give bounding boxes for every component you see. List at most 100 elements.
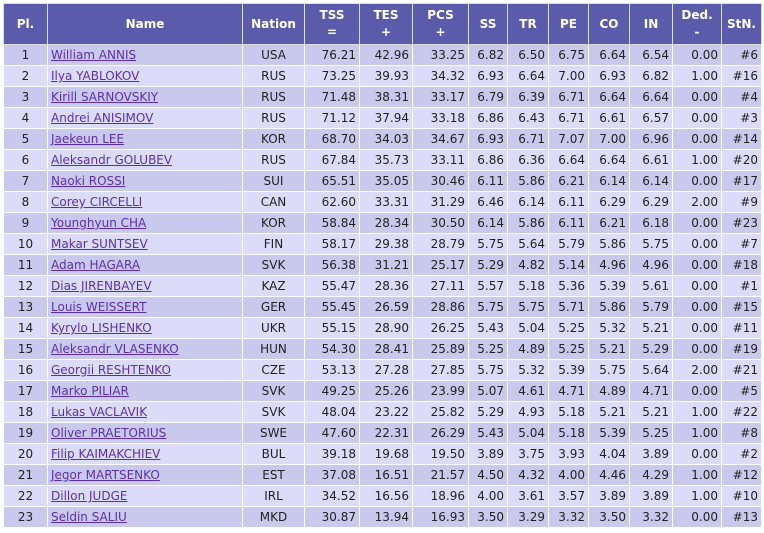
cell: 33.11: [412, 149, 469, 171]
cell: KAZ: [242, 275, 305, 297]
skater-link[interactable]: Jegor MARTSENKO: [51, 468, 160, 482]
cell: 30.87: [304, 506, 360, 528]
header-cell: Ded. -: [672, 3, 722, 45]
cell: #5: [721, 380, 762, 402]
cell: 11: [3, 254, 48, 276]
cell: 34.52: [304, 485, 360, 507]
cell: 68.70: [304, 128, 360, 150]
cell: 5.57: [468, 275, 508, 297]
cell: 42.96: [359, 44, 413, 66]
cell: 1.00: [672, 65, 722, 87]
cell: 33.25: [412, 44, 469, 66]
header-label: Nation: [251, 16, 296, 31]
skater-link[interactable]: Lukas VACLAVIK: [51, 405, 148, 419]
cell: Lukas VACLAVIK: [47, 401, 243, 423]
cell: 4.00: [468, 485, 508, 507]
cell: 3.32: [629, 506, 673, 528]
header-row: Pl. Name Nation TSS = TES + PCS + SS TR PE CO IN Ded. -…: [3, 3, 762, 45]
skater-link[interactable]: Makar SUNTSEV: [51, 237, 148, 251]
skater-link[interactable]: Adam HAGARA: [51, 258, 141, 272]
skater-link[interactable]: Aleksandr VLASENKO: [51, 342, 179, 356]
skater-link[interactable]: Ilya YABLOKOV: [51, 69, 140, 83]
skater-link[interactable]: Oliver PRAETORIUS: [51, 426, 167, 440]
skater-link[interactable]: Aleksandr GOLUBEV: [51, 153, 173, 167]
skater-link[interactable]: Dias JIRENBAYEV: [51, 279, 152, 293]
cell: 5.79: [629, 296, 673, 318]
cell: HUN: [242, 338, 305, 360]
cell: 4.96: [588, 254, 630, 276]
cell: 0.00: [672, 233, 722, 255]
header-label: Name: [125, 16, 165, 31]
cell: Adam HAGARA: [47, 254, 243, 276]
cell: 2.00: [672, 359, 722, 381]
cell: 0.00: [672, 170, 722, 192]
row: 14 Kyrylo LISHENKO UKR 55.15 28.90 26.25 5.43 5…: [3, 317, 762, 339]
cell: 34.67: [412, 128, 469, 150]
cell: 26.59: [359, 296, 413, 318]
header-cell: TR: [507, 3, 549, 45]
cell: 27.11: [412, 275, 469, 297]
cell: 6.18: [629, 212, 673, 234]
skater-link[interactable]: Younghyun CHA: [51, 216, 147, 230]
cell: 4.32: [507, 464, 549, 486]
cell: 0.00: [672, 338, 722, 360]
skater-link[interactable]: William ANNIS: [51, 48, 137, 62]
skater-link[interactable]: Naoki ROSSI: [51, 174, 126, 188]
skater-link[interactable]: Dillon JUDGE: [51, 489, 128, 503]
cell: #18: [721, 254, 762, 276]
cell: 5.64: [507, 233, 549, 255]
cell: 5.25: [548, 317, 589, 339]
cell: #13: [721, 506, 762, 528]
skater-link[interactable]: Louis WEISSERT: [51, 300, 147, 314]
cell: 5.04: [507, 317, 549, 339]
cell: 5.71: [548, 296, 589, 318]
cell: #11: [721, 317, 762, 339]
row: 15 Aleksandr VLASENKO HUN 54.30 28.41 25.89 5.…: [3, 338, 762, 360]
cell: 5.86: [588, 296, 630, 318]
cell: 4.61: [507, 380, 549, 402]
cell: 4.04: [588, 443, 630, 465]
skater-link[interactable]: Filip KAIMAKCHIEV: [51, 447, 161, 461]
row: 23 Seldin SALIU MKD 30.87 13.94 16.93 3.50 3.29…: [3, 506, 762, 528]
cell: #3: [721, 107, 762, 129]
cell: 4.82: [507, 254, 549, 276]
cell: 30.50: [412, 212, 469, 234]
cell: #23: [721, 212, 762, 234]
skater-link[interactable]: Kyrylo LISHENKO: [51, 321, 152, 335]
skater-link[interactable]: Georgii RESHTENKO: [51, 363, 171, 377]
row: 20 Filip KAIMAKCHIEV BUL 39.18 19.68 19.50 3.8…: [3, 443, 762, 465]
skater-link[interactable]: Kirill SARNOVSKIY: [51, 90, 159, 104]
cell: 3.89: [629, 485, 673, 507]
row: 5 Jaekeun LEE KOR 68.70 34.03 34.67 6.93 6.71 7.…: [3, 128, 762, 150]
cell: 6.14: [507, 191, 549, 213]
cell: #19: [721, 338, 762, 360]
header-label: TES: [373, 8, 399, 22]
row: 22 Dillon JUDGE IRL 34.52 16.56 18.96 4.00 3.61…: [3, 485, 762, 507]
cell: 6.64: [548, 149, 589, 171]
cell: 5.25: [629, 422, 673, 444]
cell: 4.96: [629, 254, 673, 276]
skater-link[interactable]: Marko PILIAR: [51, 384, 129, 398]
skater-link[interactable]: Corey CIRCELLI: [51, 195, 143, 209]
skater-link[interactable]: Jaekeun LEE: [51, 132, 125, 146]
cell: #22: [721, 401, 762, 423]
cell: 5.86: [507, 212, 549, 234]
cell: #15: [721, 296, 762, 318]
cell: Georgii RESHTENKO: [47, 359, 243, 381]
skater-link[interactable]: Andrei ANISIMOV: [51, 111, 154, 125]
header-label: CO: [599, 16, 619, 31]
cell: 5.04: [507, 422, 549, 444]
cell: 5.43: [468, 317, 508, 339]
skater-link[interactable]: Seldin SALIU: [51, 510, 127, 524]
cell: 5.29: [629, 338, 673, 360]
row: 3 Kirill SARNOVSKIY RUS 71.48 38.31 33.17 6.79…: [3, 86, 762, 108]
cell: #9: [721, 191, 762, 213]
cell: Naoki ROSSI: [47, 170, 243, 192]
cell: 7.00: [588, 128, 630, 150]
header-label: StN.: [727, 16, 756, 31]
cell: SUI: [242, 170, 305, 192]
cell: #4: [721, 86, 762, 108]
cell: 58.84: [304, 212, 360, 234]
header-label: PE: [560, 16, 577, 31]
header-label: Ded.: [681, 8, 713, 22]
